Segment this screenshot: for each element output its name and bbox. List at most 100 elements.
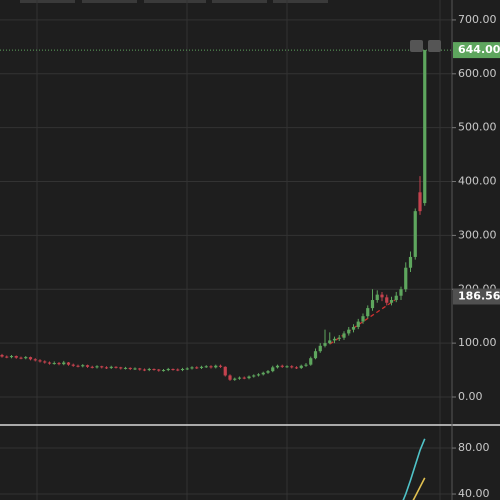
button[interactable] [428,40,441,52]
y-tick-label: 600.00 [458,67,497,80]
candle-body [328,340,332,344]
candle-body [285,366,289,368]
y-tick-label: 0.00 [458,390,483,403]
candle-body [280,365,284,367]
candle-body [290,366,294,368]
y-tick-label: 300.00 [458,228,497,241]
candle-body [223,366,227,376]
candle-body [85,365,90,367]
candle-body [351,326,356,330]
trend-line [329,299,396,345]
candle-body [28,357,33,360]
candle-body [119,367,123,369]
candle-body [199,366,204,368]
indicator-line [412,477,426,500]
candle-body [266,371,270,373]
candle-body [408,256,413,268]
last-price-box [453,42,500,59]
candle-body [204,366,208,368]
candle-body [76,365,80,367]
tab[interactable] [82,0,137,3]
candle-body [190,367,194,369]
candle-body [52,363,56,365]
candle-body [237,377,242,379]
candle-body [9,356,14,358]
tab[interactable] [212,0,267,3]
y-tick-label: 80.00 [458,441,490,454]
grid [0,19,452,495]
candle-body [180,368,185,371]
candle-body [299,365,303,368]
candle-body [176,369,180,371]
tab[interactable] [144,0,206,3]
candle-body [100,366,104,368]
candle-body [195,367,199,369]
candle-body [218,365,223,367]
y-tick-label: 700.00 [458,13,497,26]
y-tick-label: 500.00 [458,121,497,134]
candle-body [43,361,47,363]
candle-body [385,297,389,303]
candle-body [261,372,265,375]
candle-body [304,364,308,366]
candle-body [252,375,256,377]
candle-body [228,375,232,380]
candle-body [147,368,151,371]
candle-body [123,367,128,369]
candle-body [342,333,346,338]
candle-body [81,365,85,367]
candle-body [418,192,422,212]
candle-body [413,211,417,257]
candle-body [356,321,360,327]
indicator-panel [402,438,426,500]
time-grid [36,0,441,500]
candle-body [47,362,52,364]
candle-body [66,362,71,365]
candle-body [133,368,137,370]
candle-body [361,316,365,322]
candle-body [233,378,237,380]
candle-body [214,365,218,368]
candle-body [138,368,142,370]
candle-body [375,294,379,301]
price-axis: 0.00100.00200.00300.00400.00500.00600.00… [452,13,500,500]
y-tick-label: 400.00 [458,175,497,188]
chart-buttons [410,40,441,52]
candle-body [318,345,322,352]
candle-body [152,368,156,370]
candle-body [0,354,4,357]
candle-body [33,359,37,361]
candle-body [404,267,408,290]
candle-body [5,356,9,358]
y-tick-label: 100.00 [458,336,497,349]
crosshair-price-label: 186.56 [458,289,500,302]
candle-body [38,360,42,362]
candle-body [157,369,161,371]
tab[interactable] [20,0,75,3]
tabs [20,0,328,3]
candle-body [114,366,118,368]
tab[interactable] [273,0,328,3]
candle-body [313,351,318,359]
candle-body [399,289,403,296]
candle-body [337,337,341,339]
candle-body [394,295,398,301]
candle-body [14,356,18,358]
candle-body [323,343,327,346]
y-tick-label: 40.00 [458,487,490,500]
indicator-line [402,438,426,500]
candle-body [242,377,246,379]
button[interactable] [410,40,423,52]
candle-body [271,367,275,372]
candle-body [24,357,28,359]
candle-body [347,329,351,334]
candle-body [423,50,427,204]
candle-body [95,366,99,368]
candle-body [275,365,280,368]
candle-body [380,294,384,298]
candle-body [294,367,299,369]
candle-body [71,364,75,366]
candle-body [109,366,113,368]
candle-body [256,374,261,376]
